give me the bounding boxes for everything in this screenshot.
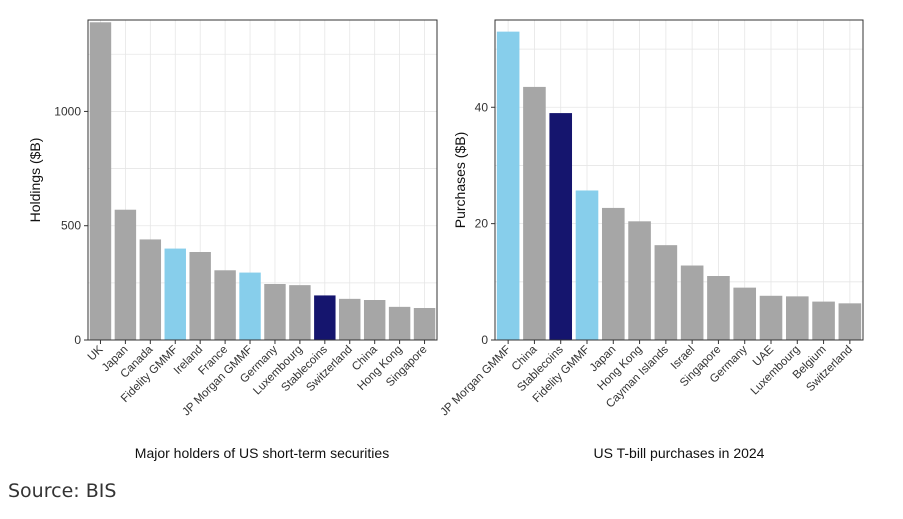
bar-luxembourg <box>289 285 311 340</box>
bars <box>496 31 862 341</box>
bar-hong-kong <box>628 221 651 340</box>
bar-japan <box>601 207 625 340</box>
bar-fidelity-gmmf <box>575 190 599 340</box>
bar-germany <box>733 287 757 340</box>
bar-china <box>363 300 386 340</box>
bar-canada <box>139 239 162 340</box>
bar-hong-kong <box>388 306 411 340</box>
bar-uae <box>759 295 783 340</box>
bar-belgium <box>812 301 835 340</box>
y-tick-label: 40 <box>475 100 489 114</box>
bar-cayman-islands <box>654 245 678 340</box>
bar-switzerland <box>838 303 862 340</box>
bars <box>89 22 436 341</box>
bar-ireland <box>189 252 211 340</box>
source-caption: Source: BIS <box>8 480 117 502</box>
bar-luxembourg <box>785 296 809 340</box>
y-tick-label: 20 <box>475 217 489 231</box>
bar-japan <box>114 209 137 340</box>
x-tick-label: UK <box>86 343 106 363</box>
bar-france <box>214 270 236 340</box>
y-tick-label: 500 <box>61 219 81 233</box>
bar-singapore <box>707 276 730 340</box>
bar-germany <box>264 284 286 340</box>
y-axis-title: Holdings ($B) <box>27 138 43 223</box>
x-axis-title: Major holders of US short-term securitie… <box>135 445 389 461</box>
y-axis-title: Purchases ($B) <box>452 132 468 228</box>
y-tick-label: 0 <box>481 333 488 347</box>
bar-singapore <box>413 308 436 340</box>
bar-jp-morgan-gmmf <box>496 31 520 341</box>
x-tick-label: JP Morgan GMMF <box>438 344 513 419</box>
plot-border <box>87 19 438 341</box>
plot-border <box>494 19 864 341</box>
bar-jp-morgan-gmmf <box>239 272 261 340</box>
bar-stablecoins <box>549 113 573 340</box>
y-tick-label: 1000 <box>54 104 81 118</box>
x-axis-title: US T-bill purchases in 2024 <box>594 445 765 461</box>
bar-fidelity-gmmf <box>164 248 186 340</box>
bar-china <box>523 86 546 340</box>
bar-stablecoins <box>314 295 336 340</box>
bar-israel <box>680 265 704 340</box>
bar-switzerland <box>339 298 361 340</box>
y-tick-label: 0 <box>74 333 81 347</box>
bar-uk <box>89 22 112 341</box>
